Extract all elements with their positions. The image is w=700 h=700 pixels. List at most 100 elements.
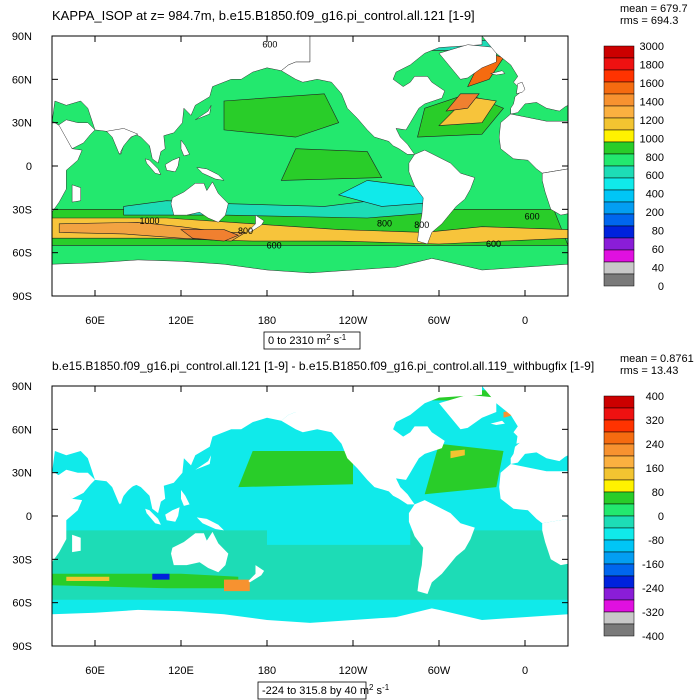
land-uk xyxy=(516,432,525,444)
colorbar-label: 80 xyxy=(652,226,664,238)
colorbar-swatch xyxy=(603,249,635,263)
land-africa xyxy=(52,471,83,563)
chart-title: KAPPA_ISOP at z= 984.7m, b.e15.B1850.f09… xyxy=(52,8,475,23)
contour-label: 600 xyxy=(267,240,282,250)
rms-stat: rms = 13.43 xyxy=(620,365,678,377)
kappa-isop-chart: KAPPA_ISOP at z= 984.7m, b.e15.B1850.f09… xyxy=(12,3,688,350)
land-greenland xyxy=(438,44,497,80)
x-tick-label: 60W xyxy=(428,315,451,327)
colorbar-label: 0 xyxy=(658,281,664,293)
x-tick-label: 0 xyxy=(522,315,528,327)
y-tick-label: 0 xyxy=(26,161,32,173)
colorbar-swatch xyxy=(603,575,635,589)
contour-label: 600 xyxy=(486,239,501,249)
colorbar-swatch xyxy=(603,81,635,95)
colorbar-label: 40 xyxy=(652,263,664,275)
colorbar-swatch xyxy=(603,395,635,409)
y-tick-label: 60S xyxy=(12,248,32,260)
y-tick-label: 60N xyxy=(12,74,32,86)
kappa-isop-panel: KAPPA_ISOP at z= 984.7m, b.e15.B1850.f09… xyxy=(12,3,688,350)
colorbar-label: -160 xyxy=(642,559,664,571)
colorbar-label: 400 xyxy=(646,189,664,201)
land-japan xyxy=(195,455,212,470)
colorbar-label: 320 xyxy=(646,415,664,427)
range-label: 0 to 2310 m2 s-1 xyxy=(263,331,361,350)
land-india xyxy=(105,128,139,156)
contour-label: 600 xyxy=(262,40,277,50)
land-antarctica xyxy=(52,608,568,646)
ocean-field xyxy=(52,386,568,646)
land-madagascar xyxy=(72,534,81,553)
colorbar-label: 0 xyxy=(658,511,664,523)
land-india xyxy=(106,478,138,505)
colorbar-swatch xyxy=(603,623,635,637)
colorbar-swatch xyxy=(603,419,635,433)
land-africa xyxy=(52,120,83,213)
land-sumatra xyxy=(145,508,161,525)
range-text: 0 to 2310 m2 s-1 xyxy=(268,333,347,347)
colorbar-swatch xyxy=(603,117,635,131)
x-tick-label: 120W xyxy=(339,665,368,677)
colorbar-label: 1200 xyxy=(640,115,664,127)
land-nz xyxy=(248,214,265,233)
mean-stat: mean = 679.7 xyxy=(620,3,688,15)
colorbar-label: 600 xyxy=(646,170,664,182)
colorbar-swatch xyxy=(603,599,635,613)
field-band-6 xyxy=(267,501,411,545)
contour-label: 800 xyxy=(414,220,429,230)
land-philippines xyxy=(181,490,190,506)
difference-chart: b.e15.B1850.f09_g16.pi_control.all.121 [… xyxy=(12,353,694,700)
y-tick-label: 60N xyxy=(12,424,32,436)
difference-panel: b.e15.B1850.f09_g16.pi_control.all.121 [… xyxy=(0,350,700,700)
colorbar-swatch xyxy=(603,407,635,421)
field-band-8 xyxy=(450,449,465,459)
land-borneo xyxy=(164,156,180,173)
colorbar-swatch xyxy=(603,165,635,179)
colorbar-label: -80 xyxy=(648,535,664,547)
land-philippines xyxy=(180,139,190,157)
colorbar-swatch xyxy=(603,479,635,493)
colorbar-swatch xyxy=(603,69,635,83)
colorbar-swatch xyxy=(603,551,635,565)
colorbar-swatch xyxy=(603,225,635,239)
colorbar-swatch xyxy=(603,105,635,119)
x-tick-label: 120E xyxy=(168,315,194,327)
land-newguinea xyxy=(196,517,224,531)
y-tick-label: 90N xyxy=(12,31,32,43)
colorbar-swatch xyxy=(603,45,635,59)
field-band-5 xyxy=(238,451,353,488)
colorbar-swatch xyxy=(603,527,635,541)
colorbar-swatch xyxy=(603,443,635,457)
contour-label: 800 xyxy=(377,219,392,229)
land-namerica xyxy=(281,386,482,505)
contour-label: 1000 xyxy=(139,216,159,226)
x-tick-label: 120E xyxy=(168,665,194,677)
x-tick-label: 60W xyxy=(428,665,451,677)
range-text: -224 to 315.8 by 40 m2 s-1 xyxy=(262,683,390,697)
land-australia xyxy=(171,531,229,573)
land-greenland xyxy=(439,394,497,430)
colorbar-label: -240 xyxy=(642,583,664,595)
colorbar-swatch xyxy=(603,237,635,251)
colorbar-swatch xyxy=(603,611,635,625)
land-africaW xyxy=(498,113,568,174)
colorbar-label: 3000 xyxy=(640,41,664,53)
colorbar-label: 1600 xyxy=(640,78,664,90)
colorbar-swatch xyxy=(603,201,635,215)
y-tick-label: 30S xyxy=(12,204,32,216)
land-europe xyxy=(482,386,568,464)
colorbar-label: 240 xyxy=(646,439,664,451)
colorbar-label: 160 xyxy=(646,463,664,475)
colorbar-label: -320 xyxy=(642,607,664,619)
field-band-7 xyxy=(424,443,504,495)
land-madagascar xyxy=(71,184,81,203)
colorbar-label: 80 xyxy=(652,487,664,499)
y-tick-label: 30S xyxy=(12,554,32,566)
colorbar-label: 60 xyxy=(652,244,664,256)
contour-label: 600 xyxy=(525,211,540,221)
y-tick-label: 90S xyxy=(12,641,32,653)
colorbar-swatch xyxy=(603,213,635,227)
colorbar-swatch xyxy=(603,189,635,203)
y-tick-label: 90N xyxy=(12,381,32,393)
colorbar-swatch xyxy=(603,431,635,445)
